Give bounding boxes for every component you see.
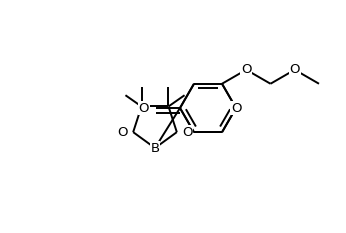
Text: O: O [231, 102, 241, 114]
Text: O: O [241, 63, 252, 76]
Text: B: B [151, 141, 160, 154]
Text: O: O [182, 126, 192, 139]
Text: O: O [290, 63, 300, 76]
Text: O: O [139, 102, 149, 114]
Text: O: O [118, 126, 128, 139]
